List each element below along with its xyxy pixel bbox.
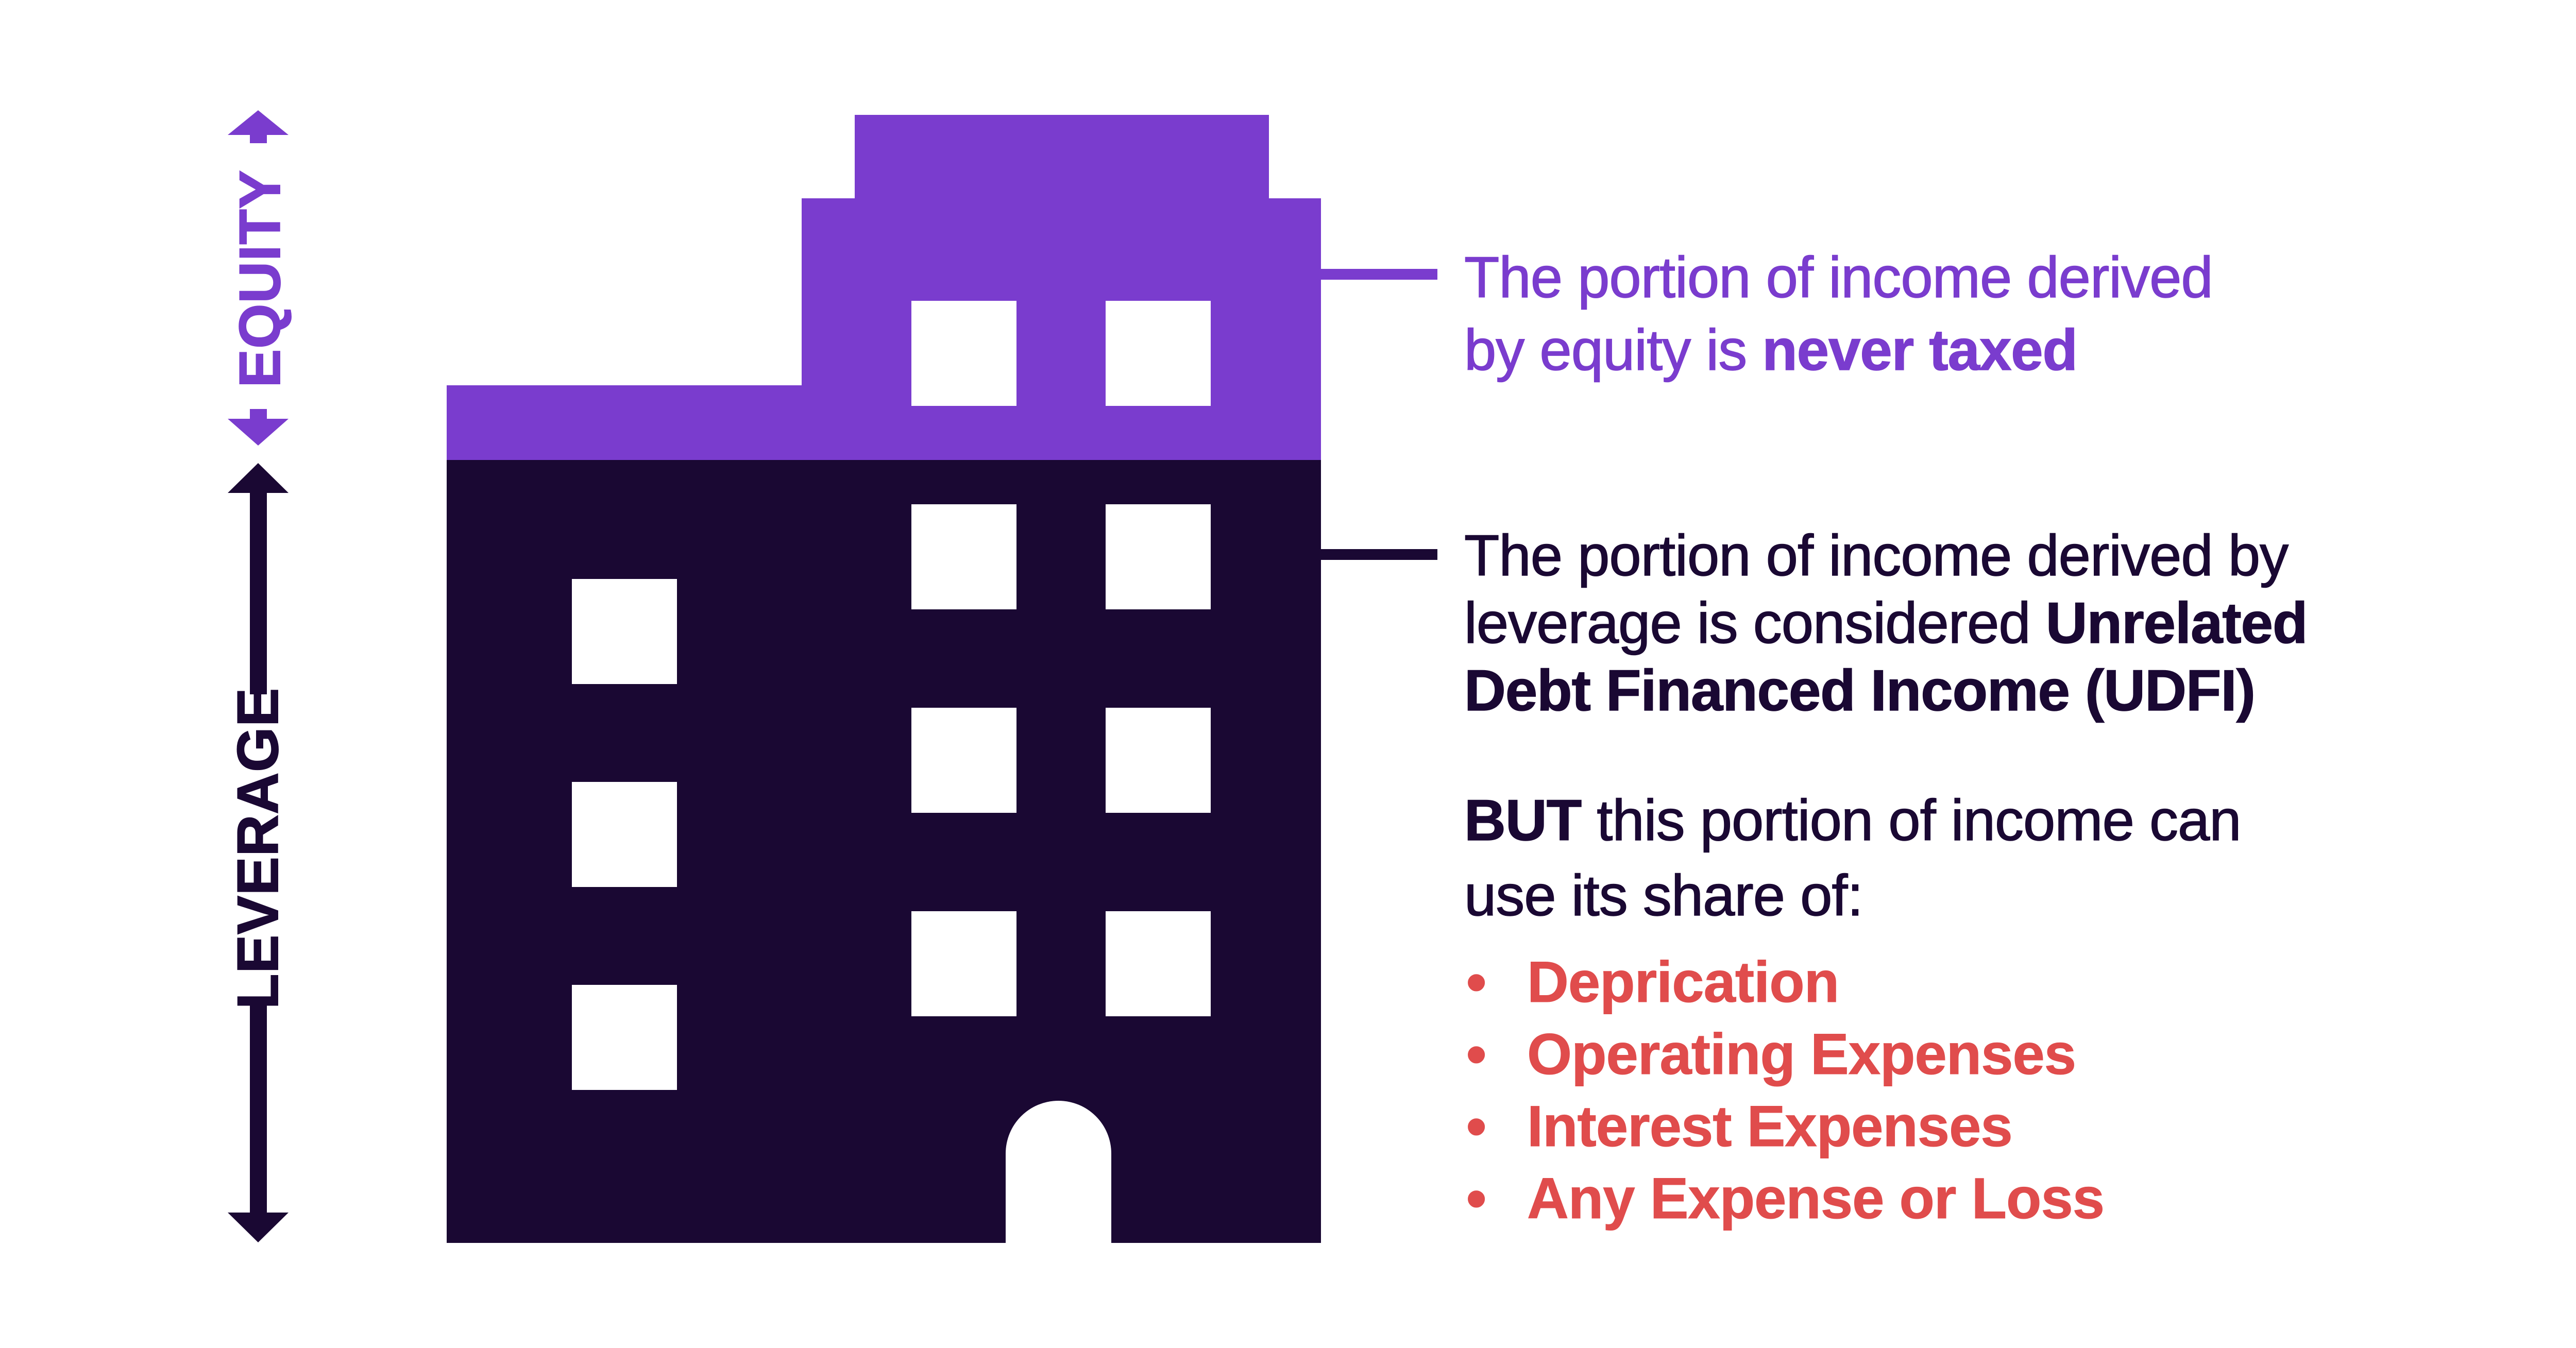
equity-note: The portion of income derived by equity … xyxy=(1464,241,2213,386)
window xyxy=(572,985,677,1090)
window xyxy=(911,708,1016,813)
list-item: • Interest Expenses xyxy=(1466,1090,2104,1163)
equity-note-line1: The portion of income derived xyxy=(1464,245,2213,310)
window xyxy=(1106,301,1211,406)
but-note: BUT this portion of income can use its s… xyxy=(1464,783,2242,933)
leverage-note-line3: Debt Financed Income (UDFI) xyxy=(1464,657,2307,724)
list-item: • Operating Expenses xyxy=(1466,1018,2104,1090)
bullet-icon: • xyxy=(1466,950,1487,1015)
leverage-axis-label: LEVERAGE xyxy=(225,687,291,1010)
bullet-icon: • xyxy=(1466,1022,1487,1087)
building-top-tower-equity xyxy=(855,115,1269,199)
equity-connector-line xyxy=(1321,269,1437,280)
but-note-line1: BUT this portion of income can xyxy=(1464,788,2242,853)
never-taxed-bold: never taxed xyxy=(1762,317,2078,383)
leverage-note-line2: leverage is considered Unrelated xyxy=(1464,590,2308,656)
window xyxy=(1106,911,1211,1016)
leverage-connector-line xyxy=(1321,549,1437,560)
list-item: • Deprication xyxy=(1466,946,2104,1018)
leverage-arrow-down-icon xyxy=(228,1213,289,1242)
window xyxy=(1106,504,1211,609)
equity-axis-label: EQUITY xyxy=(227,169,293,388)
bullet-icon: • xyxy=(1466,1094,1487,1159)
but-bold: BUT xyxy=(1464,788,1582,853)
window xyxy=(572,579,677,684)
unrelated-bold: Unrelated xyxy=(2045,590,2308,656)
list-item: • Any Expense or Loss xyxy=(1466,1163,2105,1235)
leverage-note-line1: The portion of income derived by xyxy=(1464,523,2289,588)
list-item-label: Deprication xyxy=(1527,950,1839,1015)
bullet-icon: • xyxy=(1466,1166,1487,1231)
list-item-label: Any Expense or Loss xyxy=(1527,1166,2105,1231)
window xyxy=(911,504,1016,609)
window xyxy=(1106,708,1211,813)
list-item-label: Operating Expenses xyxy=(1527,1022,2076,1087)
list-item-label: Interest Expenses xyxy=(1527,1094,2013,1159)
window xyxy=(911,301,1016,406)
expense-list: • Deprication • Operating Expenses • Intere… xyxy=(1466,946,2105,1235)
leverage-note: The portion of income derived by leverag… xyxy=(1464,522,2308,724)
door xyxy=(1006,1101,1111,1243)
equity-arrow-down-stub xyxy=(250,409,267,419)
equity-arrow-up-stub xyxy=(250,133,267,143)
udfi-bold: Debt Financed Income (UDFI) xyxy=(1464,658,2256,723)
window xyxy=(911,911,1016,1016)
leverage-arrow-shaft-bottom xyxy=(250,1004,267,1213)
leverage-arrow-up-icon xyxy=(228,463,289,493)
but-note-line2: use its share of: xyxy=(1464,863,1863,928)
equity-arrow-down-icon xyxy=(228,419,289,446)
equity-arrow-up-icon xyxy=(228,110,289,135)
leverage-arrow-shaft-top xyxy=(250,492,267,694)
window xyxy=(572,782,677,887)
equity-note-line2: by equity is never taxed xyxy=(1464,317,2078,383)
